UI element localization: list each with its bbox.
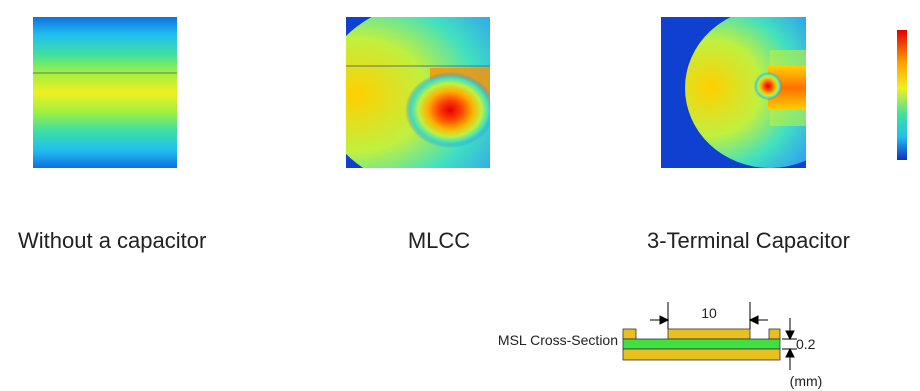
cross-section-title: MSL Cross-Section — [498, 332, 618, 348]
colorbar — [897, 30, 907, 160]
heatmap — [661, 17, 806, 168]
panel-label: MLCC — [408, 228, 470, 253]
heatmap — [33, 17, 177, 168]
panel-label: 3-Terminal Capacitor — [647, 228, 850, 253]
width-label: 10 — [701, 305, 717, 321]
unit-label: (mm) — [790, 373, 823, 389]
thickness-label: 0.2 — [796, 336, 816, 352]
cross-section: MSL Cross-Section 10 0.2 (mm) — [498, 302, 822, 389]
panel-label: Without a capacitor — [18, 228, 206, 253]
heatmap — [346, 17, 490, 168]
